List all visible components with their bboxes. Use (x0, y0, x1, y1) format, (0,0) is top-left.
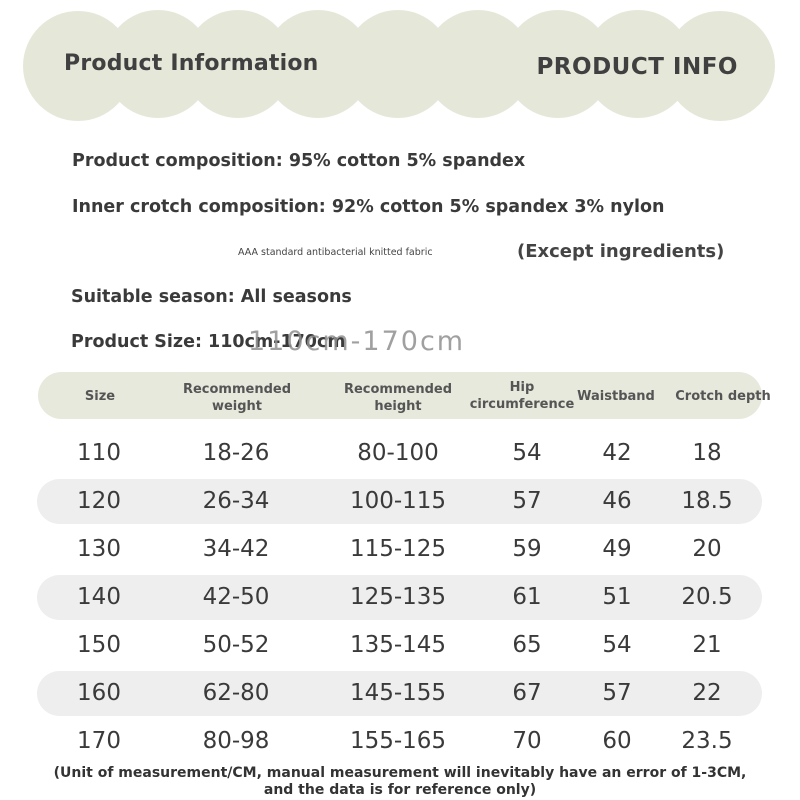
header-banner: Product Information PRODUCT INFO (0, 0, 800, 130)
column-header-line: Size (84, 389, 116, 404)
footnote-line-2: and the data is for reference only) (263, 782, 537, 798)
table-cell: 61 (512, 584, 542, 610)
column-header-line: Hip (509, 380, 535, 395)
table-cell: 54 (602, 632, 632, 658)
size-range-overlay: 110cm-170cm (248, 326, 466, 357)
table-cell: 115-125 (349, 536, 447, 562)
column-header-line: Recommended (343, 382, 453, 397)
table-cell: 170 (77, 728, 121, 754)
column-header-line: height (374, 399, 422, 414)
table-row: 160 62-80 145-155 67 57 22 (37, 671, 762, 716)
table-cell: 62-80 (202, 680, 270, 706)
table-cell: 54 (512, 440, 542, 466)
footnote-line-1: (Unit of measurement/CM, manual measurem… (53, 765, 747, 781)
table-cell: 50-52 (202, 632, 270, 658)
table-cell: 60 (602, 728, 632, 754)
scalloped-banner-shape (23, 10, 775, 121)
column-header-line: circumference (469, 397, 575, 412)
table-row: 120 26-34 100-115 57 46 18.5 (37, 479, 762, 524)
column-header: Recommended height (338, 381, 458, 415)
table-cell: 155-165 (349, 728, 447, 754)
table-cell: 150 (77, 632, 121, 658)
table-row: 140 42-50 125-135 61 51 20.5 (37, 575, 762, 620)
table-cell: 46 (602, 488, 632, 514)
column-header: Crotch depth (663, 388, 783, 405)
column-header: Waistband (556, 388, 676, 405)
table-cell: 18 (692, 440, 722, 466)
table-cell: 18.5 (681, 488, 733, 514)
column-header-line: weight (211, 399, 263, 414)
table-cell: 160 (77, 680, 121, 706)
product-composition: Product composition: 95% cotton 5% spand… (72, 151, 526, 171)
table-cell: 49 (602, 536, 632, 562)
table-cell: 34-42 (202, 536, 270, 562)
table-cell: 26-34 (202, 488, 270, 514)
size-table-header (38, 372, 762, 419)
inner-crotch-composition: Inner crotch composition: 92% cotton 5% … (72, 197, 665, 217)
table-cell: 120 (77, 488, 121, 514)
header-title-english: PRODUCT INFO (536, 54, 738, 80)
table-cell: 130 (77, 536, 121, 562)
table-cell: 42 (602, 440, 632, 466)
header-title: Product Information (64, 51, 319, 76)
column-header: Hip circumference (462, 379, 582, 413)
table-cell: 65 (512, 632, 542, 658)
table-row: 170 80-98 155-165 70 60 23.5 (37, 719, 762, 764)
table-cell: 67 (512, 680, 542, 706)
table-cell: 80-98 (202, 728, 270, 754)
table-cell: 135-145 (349, 632, 447, 658)
table-cell: 18-26 (202, 440, 270, 466)
table-cell: 125-135 (349, 584, 447, 610)
table-cell: 59 (512, 536, 542, 562)
table-cell: 21 (692, 632, 722, 658)
table-cell: 51 (602, 584, 632, 610)
column-header-line: Waistband (577, 389, 655, 404)
suitable-season: Suitable season: All seasons (71, 287, 352, 307)
table-cell: 22 (692, 680, 722, 706)
table-cell: 57 (602, 680, 632, 706)
table-cell: 145-155 (349, 680, 447, 706)
table-row: 110 18-26 80-100 54 42 18 (37, 431, 762, 476)
table-cell: 42-50 (202, 584, 270, 610)
table-cell: 100-115 (349, 488, 447, 514)
table-cell: 70 (512, 728, 542, 754)
column-header: Recommended weight (177, 381, 297, 415)
table-cell: 80-100 (357, 440, 439, 466)
table-cell: 20.5 (681, 584, 733, 610)
table-cell: 57 (512, 488, 542, 514)
table-cell: 110 (77, 440, 121, 466)
column-header-line: Crotch depth (675, 389, 771, 404)
except-ingredients-note: (Except ingredients) (517, 241, 725, 262)
column-header: Size (40, 388, 160, 405)
table-cell: 20 (692, 536, 722, 562)
table-row: 150 50-52 135-145 65 54 21 (37, 623, 762, 668)
table-cell: 140 (77, 584, 121, 610)
column-header-line: Recommended (182, 382, 292, 397)
table-cell: 23.5 (681, 728, 733, 754)
fabric-note: AAA standard antibacterial knitted fabri… (238, 247, 433, 258)
table-row: 130 34-42 115-125 59 49 20 (37, 527, 762, 572)
product-size: Product Size: 110cm-170cm (71, 332, 346, 352)
